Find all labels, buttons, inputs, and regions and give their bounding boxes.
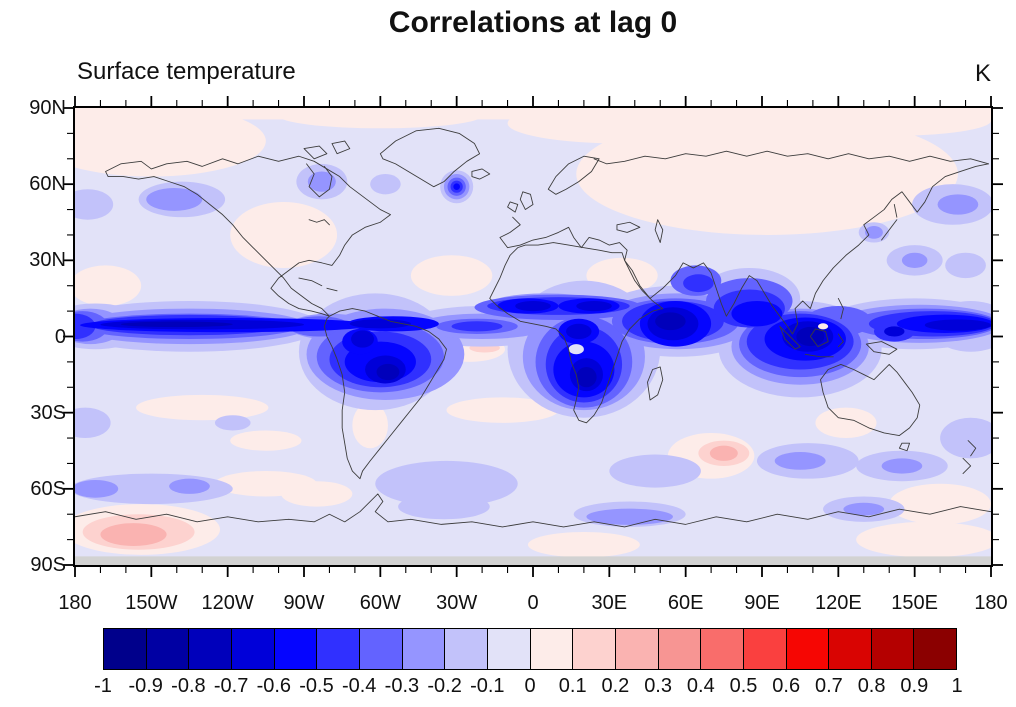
colorbar-cell [359, 629, 403, 669]
colorbar-tick-label: -0.1 [470, 675, 505, 697]
colorbar-tick-label: 0.2 [601, 675, 630, 697]
colorbar-cell [573, 629, 616, 669]
plot-title: Correlations at lag 0 [388, 6, 678, 39]
coast-australia [820, 363, 921, 452]
y-tick-label: 90S [30, 554, 66, 576]
no-data-strip [75, 556, 991, 565]
colorbar-cell [487, 629, 531, 669]
x-tick-label: 60E [667, 592, 704, 614]
congo-light-hole [568, 344, 584, 355]
coast-north-america [105, 155, 391, 317]
coast-caribbean [298, 277, 338, 292]
coast-greenland [379, 127, 481, 188]
colorbar-cell [914, 629, 957, 669]
colorbar-tick-label: -0.3 [384, 675, 420, 697]
y-tick-label: 0 [54, 325, 66, 348]
colorbar-tick-label: 0.3 [644, 675, 672, 697]
y-tick-label: 60N [29, 173, 66, 196]
colorbar-tick-label: -0.8 [171, 675, 206, 697]
coast-eurasia-arctic [593, 150, 989, 165]
x-tick-label: 30E [591, 592, 628, 614]
x-tick-label: 180 [974, 592, 1008, 614]
colorbar-tick-label: 0 [524, 675, 536, 697]
coast-inland-seas [616, 219, 664, 244]
coast-madagascar [647, 366, 664, 401]
y-tick-label: 60S [30, 477, 66, 500]
coast-hudson-bay [306, 163, 333, 198]
coast-new-zealand [962, 440, 977, 475]
x-tick-label: 150W [125, 592, 178, 614]
colorbar-cell [189, 629, 232, 669]
x-tick-label: 90E [744, 592, 780, 614]
colorbar-tick-label: 0.1 [558, 675, 587, 697]
y-tick-label: 30S [30, 401, 66, 424]
colorbar-tick-label: 0.9 [900, 675, 929, 697]
colorbar-cell [871, 629, 915, 669]
map-plot [73, 106, 993, 567]
colorbar-tick-label: 0.5 [729, 675, 758, 697]
x-tick-label: 150E [891, 592, 939, 614]
world-correlation-map [75, 108, 991, 565]
colorbar-tick-label: 0.6 [772, 675, 801, 697]
colorbar-tick-label: -0.7 [213, 675, 249, 697]
coast-british-isles [507, 191, 534, 213]
coast-south-america [323, 308, 447, 480]
colorbar-cell [317, 629, 360, 669]
colorbar-tick-label: -0.5 [299, 675, 334, 697]
coast-africa [489, 242, 664, 424]
colorbar-cell [743, 629, 787, 669]
colorbar-cell [829, 629, 872, 669]
colorbar-tick-label: 0.7 [814, 675, 843, 697]
coastlines [75, 127, 991, 528]
coast-eurasia-south [499, 163, 989, 335]
x-tick-label: 180 [58, 592, 92, 614]
coast-scandinavia [547, 155, 600, 195]
colorbar-cell [146, 629, 190, 669]
colorbar-cell [402, 629, 446, 669]
colorbar-cell [658, 629, 702, 669]
colorbar-cell [445, 629, 488, 669]
variable-label: Surface temperature [77, 58, 296, 85]
colorbar-cell [530, 629, 574, 669]
colorbar-tick-label: -1 [94, 675, 112, 697]
units-label: K [974, 60, 991, 87]
blue-level7-patches [120, 312, 825, 388]
borneo-light-spot [817, 323, 829, 330]
coast-arctic-islands [303, 140, 351, 160]
colorbar-tick-label: 0.8 [857, 675, 886, 697]
colorbar-tick-label: 0.4 [686, 675, 715, 697]
coast-great-lakes [308, 219, 330, 226]
y-tick-label: 30N [29, 249, 66, 272]
x-tick-label: 60W [359, 592, 401, 614]
colorbar-cell [274, 629, 318, 669]
colorbar-cell [615, 629, 659, 669]
colorbar [103, 628, 957, 670]
coast-india-japan [881, 204, 898, 241]
y-tick-label: 90N [29, 97, 66, 119]
colorbar-cell [231, 629, 275, 669]
x-tick-label: 90W [283, 592, 325, 614]
colorbar-cell [701, 629, 744, 669]
pink-level3-patches [100, 445, 738, 546]
colorbar-cell [104, 629, 147, 669]
x-tick-label: 0 [527, 592, 539, 614]
colorbar-tick-label: -0.2 [427, 675, 462, 697]
coast-iceland [471, 168, 491, 180]
x-tick-label: 120W [201, 592, 254, 614]
colorbar-tick-label: -0.9 [128, 675, 163, 697]
colorbar-cell [786, 629, 830, 669]
colorbar-tick-label: -0.4 [341, 675, 377, 697]
colorbar-tick-label: -0.6 [256, 675, 292, 697]
coast-antarctica [75, 493, 991, 528]
coast-indonesia [779, 297, 898, 358]
x-tick-label: 120E [814, 592, 862, 614]
x-tick-label: 30W [436, 592, 478, 614]
colorbar-tick-label: 1 [951, 675, 963, 697]
